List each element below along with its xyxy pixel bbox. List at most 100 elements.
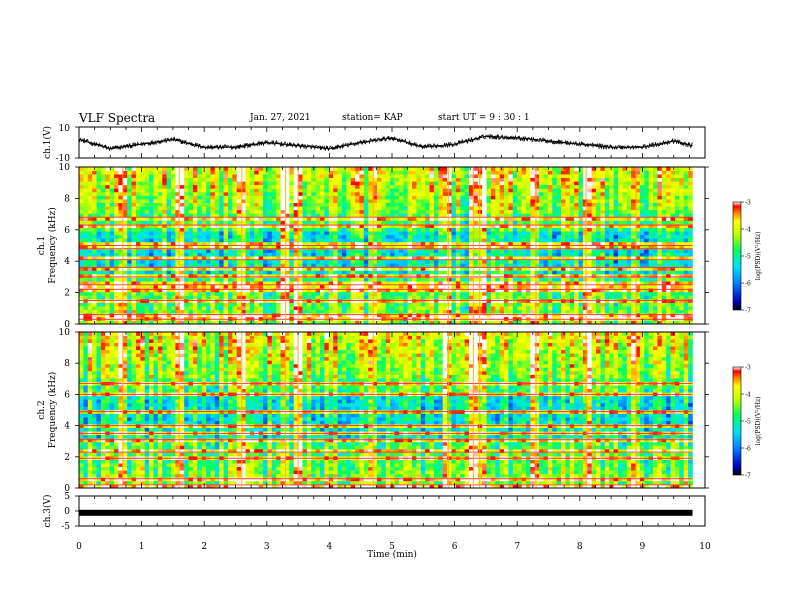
- ch1-spec-cell: [135, 206, 141, 211]
- ch1-spec-cell: [416, 177, 422, 182]
- ch1-spec-cell: [451, 191, 457, 196]
- ch1-spec-cell: [552, 277, 557, 282]
- ch1-spec-cell: [201, 184, 207, 189]
- ch1-spec-cell: [355, 291, 360, 296]
- ch1-spec-cell: [530, 227, 536, 232]
- ch1-spec-cell: [223, 277, 229, 282]
- ch1-spec-cell: [201, 256, 207, 261]
- ch1-spec-cell: [320, 256, 325, 261]
- ch1-spec-cell: [394, 306, 400, 311]
- ch1-spec-cell: [311, 238, 316, 243]
- ch1-spec-cell: [258, 174, 264, 179]
- ch1-spec-cell: [175, 188, 181, 193]
- ch1-spec-cell: [171, 174, 176, 179]
- ch1-spec-cell: [521, 213, 527, 218]
- ch1-spec-cell: [508, 259, 514, 264]
- ch1-spec-cell: [508, 309, 514, 314]
- ch1-spec-cell: [363, 238, 369, 243]
- ch1-spec-cell: [175, 174, 181, 179]
- ch1-spec-cell: [464, 227, 470, 232]
- ch1-spec-cell: [398, 213, 404, 218]
- ch1-spec-cell: [556, 181, 562, 186]
- ch1-spec-cell: [320, 213, 325, 218]
- ch1-spec-cell: [184, 302, 189, 307]
- ch1-spec-cell: [486, 245, 492, 250]
- ch1-spec-cell: [451, 249, 457, 253]
- ch1-spec-cell: [337, 295, 343, 300]
- ch1-spec-cell: [206, 281, 211, 286]
- ch1-spec-cell: [157, 191, 163, 196]
- ch1-spec-cell: [184, 256, 189, 261]
- ch1-spec-cell: [280, 213, 286, 218]
- ch1-spec-cell: [166, 252, 172, 257]
- ch1-spec-cell: [350, 274, 356, 278]
- ch1-spec-cell: [499, 167, 505, 171]
- ch1-spec-cell: [223, 281, 229, 286]
- ch1-spec-cell: [206, 216, 211, 221]
- ch1-spec-cell: [455, 220, 461, 225]
- ch1-spec-cell: [556, 209, 562, 214]
- ch1-spec-cell: [346, 213, 351, 218]
- ch1-spec-cell: [407, 202, 413, 207]
- ch1-spec-cell: [394, 199, 400, 203]
- ch1-spec-cell: [490, 284, 496, 289]
- ch1-spec-cell: [236, 234, 242, 239]
- ch1-spec-cell: [149, 252, 154, 257]
- ch1-spec-cell: [127, 274, 132, 278]
- ch1-spec-cell: [131, 170, 137, 175]
- ch1-spec-cell: [407, 245, 413, 250]
- ch1-spec-cell: [289, 309, 295, 314]
- ch1-spec-cell: [302, 238, 308, 243]
- ch1-spec-cell: [245, 227, 251, 232]
- ch1-spec-cell: [552, 266, 557, 271]
- ch1-spec-cell: [210, 199, 216, 203]
- ch1-spec-cell: [188, 209, 194, 214]
- ch1-spec-cell: [232, 234, 238, 239]
- ch1-spec-cell: [276, 274, 281, 278]
- ch1-spec-cell: [412, 184, 417, 189]
- ch1-spec-cell: [381, 238, 387, 243]
- ch1-spec-cell: [96, 245, 102, 250]
- ch1-spec-cell: [398, 249, 404, 253]
- ch1-spec-cell: [302, 288, 308, 293]
- ch1-spec-cell: [271, 302, 277, 307]
- ch1-spec-cell: [385, 184, 391, 189]
- ch1-spec-cell: [179, 191, 185, 196]
- ch1-spec-cell: [280, 191, 286, 196]
- ch1-spec-cell: [438, 274, 443, 278]
- ch1-spec-cell: [442, 195, 448, 200]
- ch1-spec-cell: [241, 295, 246, 300]
- ch1-spec-cell: [140, 291, 146, 296]
- ch1-spec-cell: [359, 252, 365, 257]
- ch1-spec-cell: [258, 206, 264, 211]
- ch1-spec-cell: [83, 213, 89, 218]
- ch1-spec-cell: [368, 306, 373, 311]
- ch1-spec-cell: [267, 202, 273, 207]
- ch1-spec-cell: [96, 288, 102, 293]
- ch1-spec-cell: [482, 281, 487, 286]
- ch1-spec-cell: [341, 259, 347, 264]
- ch1-spec-cell: [473, 188, 479, 193]
- ch1-spec-cell: [214, 202, 220, 207]
- ch1-spec-cell: [376, 199, 382, 203]
- ch1-spec-cell: [398, 231, 404, 236]
- ch1-spec-cell: [324, 309, 330, 314]
- ch1-spec-cell: [271, 195, 277, 200]
- ch1-spec-cell: [87, 266, 93, 271]
- ch1-spec-cell: [359, 281, 365, 286]
- ch1-spec-cell: [267, 234, 273, 239]
- ch1-spec-cell: [429, 263, 435, 268]
- ch1-spec-cell: [381, 216, 387, 221]
- ch1-spec-cell: [109, 241, 115, 246]
- ch1-spec-cell: [385, 266, 391, 271]
- ch1-spec-cell: [131, 320, 137, 324]
- ch1-spec-cell: [96, 181, 102, 186]
- ch1-spec-cell: [149, 245, 154, 250]
- ch1-spec-cell: [376, 238, 382, 243]
- ch1-spec-cell: [153, 202, 159, 207]
- ch1-spec-cell: [263, 181, 268, 186]
- ch1-spec-cell: [407, 281, 413, 286]
- ch1-spec-cell: [512, 224, 518, 228]
- ch1-spec-cell: [149, 263, 154, 268]
- ch1-spec-cell: [508, 291, 514, 296]
